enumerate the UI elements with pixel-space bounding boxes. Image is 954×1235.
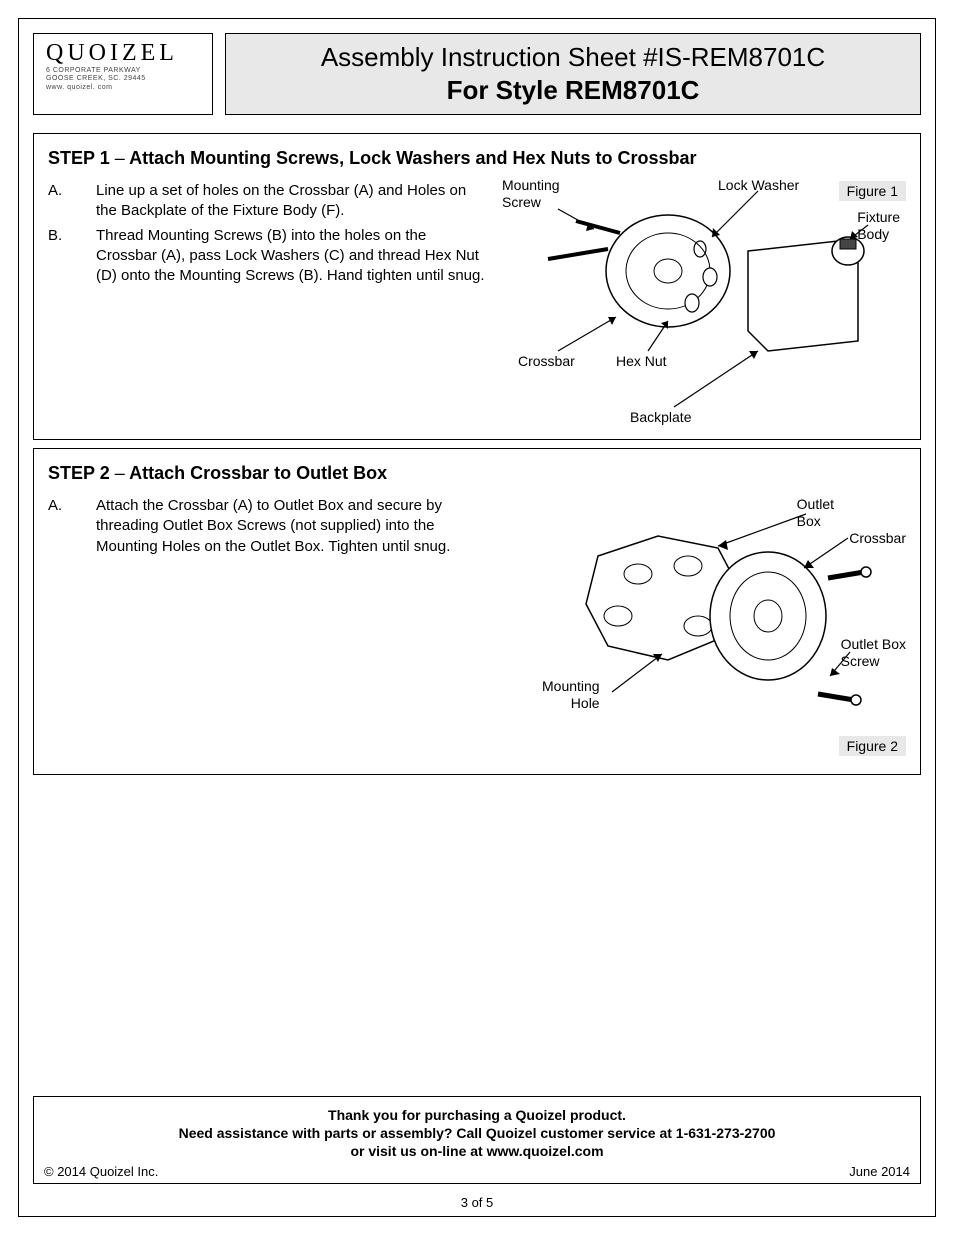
title-line2: For Style REM8701C: [236, 75, 910, 106]
step2-text: A.Attach the Crossbar (A) to Outlet Box …: [48, 496, 488, 756]
step1-body: A.Line up a set of holes on the Crossbar…: [48, 181, 906, 421]
footer-line1: Thank you for purchasing a Quoizel produ…: [44, 1107, 910, 1123]
step1-heading: STEP 1 – Attach Mounting Screws, Lock Wa…: [48, 148, 906, 169]
logo-box: QUOIZEL 6 CORPORATE PARKWAY GOOSE CREEK,…: [33, 33, 213, 115]
step1-item-b-text: Thread Mounting Screws (B) into the hole…: [96, 227, 485, 285]
step1-title: Attach Mounting Screws, Lock Washers and…: [129, 148, 696, 168]
step1-item-a: A.Line up a set of holes on the Crossbar…: [72, 181, 488, 222]
footer-date: June 2014: [849, 1164, 910, 1179]
logo-website: www. quoizel. com: [46, 84, 200, 92]
step1-item-b: B.Thread Mounting Screws (B) into the ho…: [72, 226, 488, 287]
step1-item-a-text: Line up a set of holes on the Crossbar (…: [96, 182, 466, 219]
step1-prefix: STEP 1: [48, 148, 110, 168]
step2-diagram-svg: [498, 496, 908, 756]
page-border: QUOIZEL 6 CORPORATE PARKWAY GOOSE CREEK,…: [18, 18, 936, 1217]
step2-prefix: STEP 2: [48, 463, 110, 483]
step2-figure: Figure 2 OutletBox Crossbar Outlet BoxSc…: [498, 496, 906, 756]
step1-dash: –: [115, 148, 125, 168]
header-row: QUOIZEL 6 CORPORATE PARKWAY GOOSE CREEK,…: [19, 19, 935, 125]
step2-item-a-text: Attach the Crossbar (A) to Outlet Box an…: [96, 497, 450, 555]
footer-line3: or visit us on-line at www.quoizel.com: [44, 1143, 910, 1159]
step2-box: STEP 2 – Attach Crossbar to Outlet Box A…: [33, 448, 921, 775]
step1-diagram-svg: [498, 181, 908, 431]
step1-figure: Figure 1 MountingScrew Lock Washer Fixtu…: [498, 181, 906, 421]
footer-box: Thank you for purchasing a Quoizel produ…: [33, 1096, 921, 1184]
footer-line2: Need assistance with parts or assembly? …: [44, 1125, 910, 1141]
step2-dash: –: [115, 463, 125, 483]
logo-address-2: GOOSE CREEK, SC. 29445: [46, 75, 200, 83]
step2-item-a: A.Attach the Crossbar (A) to Outlet Box …: [72, 496, 488, 557]
footer-copyright: © 2014 Quoizel Inc.: [44, 1164, 158, 1179]
logo-brand: QUOIZEL: [46, 40, 200, 67]
step2-heading: STEP 2 – Attach Crossbar to Outlet Box: [48, 463, 906, 484]
title-line1: Assembly Instruction Sheet #IS-REM8701C: [236, 42, 910, 73]
step2-title: Attach Crossbar to Outlet Box: [129, 463, 387, 483]
step1-item-a-marker: A.: [72, 181, 96, 201]
title-box: Assembly Instruction Sheet #IS-REM8701C …: [225, 33, 921, 115]
step1-item-b-marker: B.: [72, 226, 96, 246]
step1-box: STEP 1 – Attach Mounting Screws, Lock Wa…: [33, 133, 921, 440]
logo-address-1: 6 CORPORATE PARKWAY: [46, 67, 200, 75]
page-number: 3 of 5: [457, 1195, 498, 1210]
step2-body: A.Attach the Crossbar (A) to Outlet Box …: [48, 496, 906, 756]
step1-text: A.Line up a set of holes on the Crossbar…: [48, 181, 488, 421]
step2-item-a-marker: A.: [72, 496, 96, 516]
